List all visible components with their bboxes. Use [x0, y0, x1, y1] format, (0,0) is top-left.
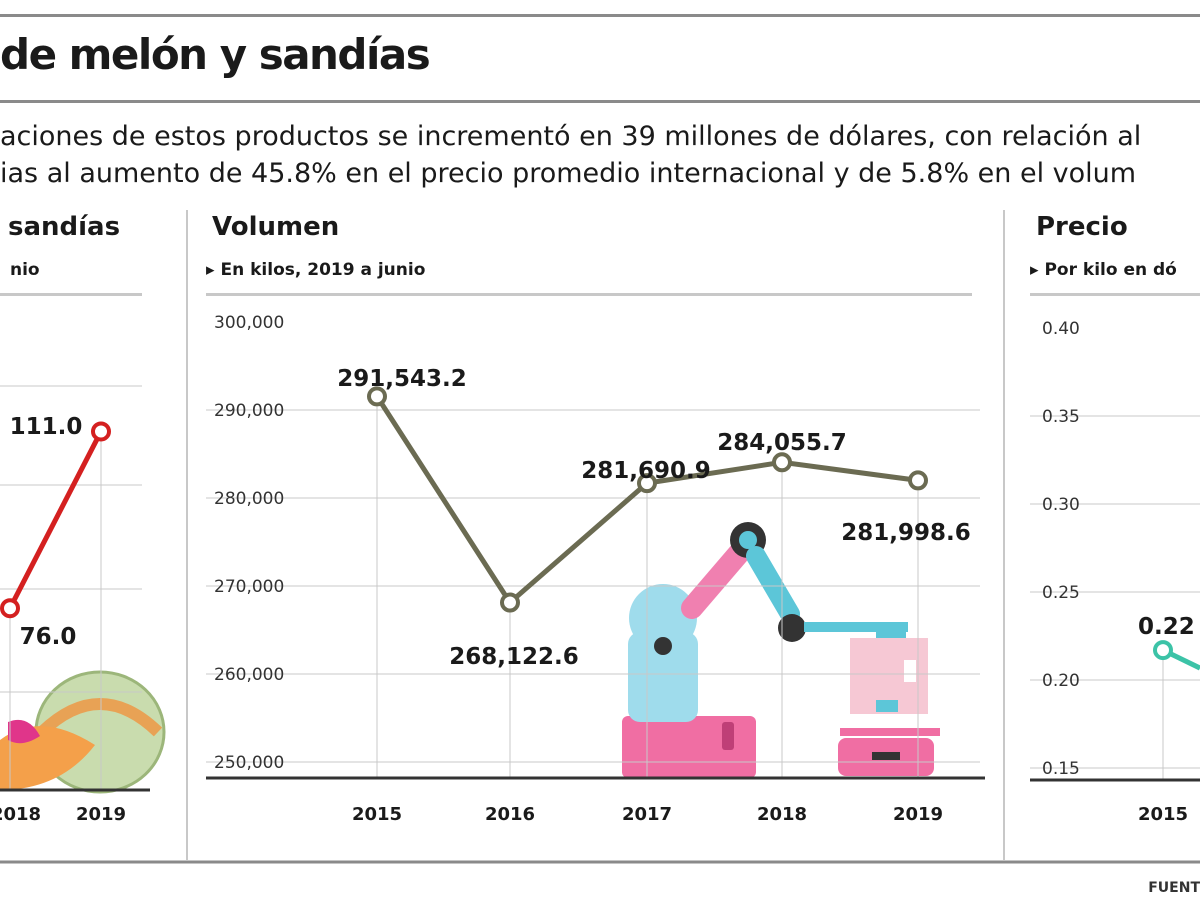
- title-rule: [0, 100, 1200, 103]
- panel-title-precio: Precio: [1036, 212, 1128, 242]
- precio-ytick-label: 0.25: [1042, 583, 1080, 603]
- precio-ytick-label: 0.20: [1042, 671, 1080, 691]
- precio-ytick-label: 0.40: [1042, 319, 1080, 339]
- valor-xtick-label: 2018: [0, 804, 41, 825]
- valor-data-label: 111.0: [10, 414, 83, 440]
- valor-data-label: 76.0: [20, 624, 77, 650]
- valor-series-line: [7, 430, 104, 610]
- intro-line-2: ias al aumento de 45.8% en el precio pro…: [0, 158, 1137, 189]
- valor-point: [91, 421, 111, 442]
- volumen-xtick-label: 2015: [352, 804, 402, 825]
- volumen-point: [500, 592, 520, 613]
- volumen-data-label: 291,543.2: [337, 366, 467, 392]
- volumen-ytick-label: 290,000: [214, 401, 284, 421]
- panel-separator-right: [1003, 210, 1005, 860]
- valor-xtick-label: 2019: [76, 804, 126, 825]
- panel-subtitle-precio: ▸ Por kilo en dó: [1030, 260, 1177, 280]
- precio-data-label: 0.22: [1138, 614, 1195, 640]
- intro-text: aciones de estos productos se incrementó…: [0, 118, 1200, 192]
- panel-subtitle-valor: nio: [10, 260, 40, 280]
- precio-ytick-label: 0.15: [1042, 759, 1080, 779]
- panel-separator-left: [186, 210, 188, 860]
- panel-rule-precio: [1030, 293, 1200, 296]
- volumen-ytick-label: 250,000: [214, 753, 284, 773]
- volumen-ytick-label: 260,000: [214, 665, 284, 685]
- precio-xtick-label: 2015: [1138, 804, 1188, 825]
- volumen-data-label: 281,998.6: [841, 520, 971, 546]
- volumen-point: [772, 452, 792, 473]
- panel-subtitle-volumen: ▸ En kilos, 2019 a junio: [206, 260, 425, 280]
- intro-line-1: aciones de estos productos se incrementó…: [0, 121, 1142, 152]
- volumen-data-label: 268,122.6: [449, 644, 579, 670]
- volumen-ytick-label: 280,000: [214, 489, 284, 509]
- panel-subtitle-volumen-text: En kilos, 2019 a junio: [220, 260, 426, 280]
- volumen-point: [367, 386, 387, 407]
- volumen-xtick-label: 2016: [485, 804, 535, 825]
- robot-arm-illustration: [622, 522, 940, 778]
- volumen-point: [908, 470, 928, 491]
- volumen-data-label: 281,690.9: [581, 458, 711, 484]
- volumen-xtick-label: 2017: [622, 804, 672, 825]
- volumen-xtick-label: 2019: [893, 804, 943, 825]
- triangle-bullet-icon: ▸: [206, 260, 215, 280]
- volumen-ytick-label: 270,000: [214, 577, 284, 597]
- panel-rule-valor: [0, 293, 142, 296]
- triangle-bullet-icon: ▸: [1030, 260, 1039, 280]
- source-note: FUENT: [1148, 880, 1200, 896]
- precio-ytick-label: 0.35: [1042, 407, 1080, 427]
- panel-rule-volumen: [206, 293, 972, 296]
- page-title: de melón y sandías: [0, 30, 431, 79]
- valor-point: [0, 598, 20, 619]
- volumen-data-label: 284,055.7: [717, 430, 847, 456]
- volumen-xtick-label: 2018: [757, 804, 807, 825]
- precio-point: [1153, 640, 1173, 661]
- volumen-ytick-label: 300,000: [214, 313, 284, 333]
- melon-illustration: [0, 670, 166, 794]
- volumen-point: [637, 473, 657, 494]
- panel-subtitle-precio-text: Por kilo en dó: [1044, 260, 1177, 280]
- top-rule: [0, 14, 1200, 17]
- panel-title-volumen: Volumen: [212, 212, 340, 242]
- panel-title-valor: sandías: [8, 212, 121, 242]
- precio-ytick-label: 0.30: [1042, 495, 1080, 515]
